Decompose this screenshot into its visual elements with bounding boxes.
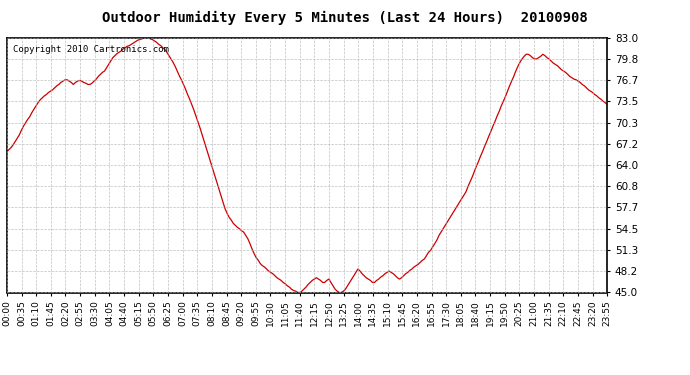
Text: Copyright 2010 Cartronics.com: Copyright 2010 Cartronics.com bbox=[13, 45, 169, 54]
Text: Outdoor Humidity Every 5 Minutes (Last 24 Hours)  20100908: Outdoor Humidity Every 5 Minutes (Last 2… bbox=[102, 11, 588, 26]
